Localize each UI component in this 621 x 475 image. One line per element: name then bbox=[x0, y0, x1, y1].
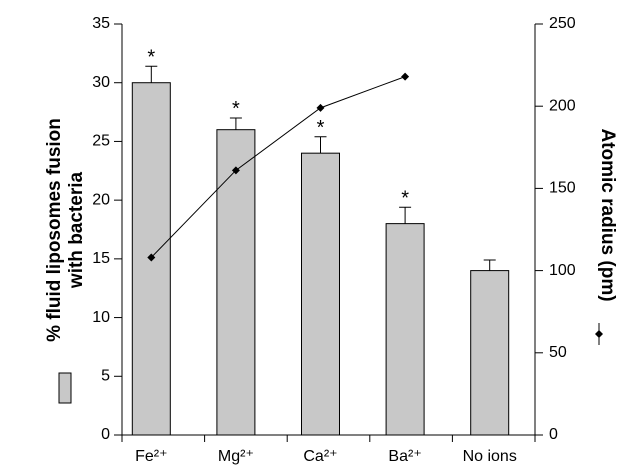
annotation: * bbox=[401, 187, 409, 209]
bar bbox=[301, 152, 340, 436]
y-tick-label: 15 bbox=[92, 250, 110, 267]
y2-tick-label: 50 bbox=[549, 344, 567, 361]
error-bar bbox=[145, 65, 158, 83]
y-tick-label: 5 bbox=[101, 368, 110, 385]
y-tick-label: 10 bbox=[92, 309, 110, 326]
error-bar bbox=[229, 117, 242, 130]
y2-tick-label: 0 bbox=[549, 426, 558, 443]
error-bar bbox=[483, 259, 496, 271]
y-tick-label: 25 bbox=[92, 133, 110, 150]
legend-marker bbox=[595, 330, 603, 338]
marker bbox=[401, 72, 410, 81]
bar bbox=[385, 223, 425, 436]
line bbox=[150, 76, 406, 258]
error-bar bbox=[314, 136, 327, 154]
y2-tick-label: 250 bbox=[549, 15, 576, 32]
bar bbox=[216, 129, 256, 436]
y2-tick-label: 100 bbox=[549, 262, 576, 279]
x-tick-label: No ions bbox=[463, 448, 517, 465]
y-axis-label: % fluid liposomes fusion bbox=[44, 118, 65, 342]
annotation: * bbox=[147, 47, 155, 69]
x-tick-label: Ca²⁺ bbox=[303, 448, 337, 465]
x-tick-label: Mg²⁺ bbox=[218, 448, 254, 465]
y2-axis-label: Atomic radius (pm) bbox=[597, 128, 618, 301]
y-tick-label: 20 bbox=[92, 191, 110, 208]
y-tick-label: 35 bbox=[92, 15, 110, 32]
y-tick-label: 0 bbox=[101, 426, 110, 443]
annotation: * bbox=[232, 98, 240, 120]
error-bar bbox=[399, 206, 412, 224]
x-tick-label: Ba²⁺ bbox=[388, 448, 421, 465]
legend-swatch bbox=[58, 372, 72, 404]
marker bbox=[316, 103, 325, 112]
y-tick-label: 30 bbox=[92, 74, 110, 91]
marker bbox=[231, 166, 240, 175]
y2-tick-label: 150 bbox=[549, 180, 576, 197]
annotation: * bbox=[317, 117, 325, 139]
y-axis-label: with bacteria bbox=[66, 172, 87, 290]
bar bbox=[470, 270, 510, 436]
y2-tick-label: 200 bbox=[549, 97, 576, 114]
x-tick-label: Fe²⁺ bbox=[135, 448, 167, 465]
marker bbox=[147, 253, 156, 262]
